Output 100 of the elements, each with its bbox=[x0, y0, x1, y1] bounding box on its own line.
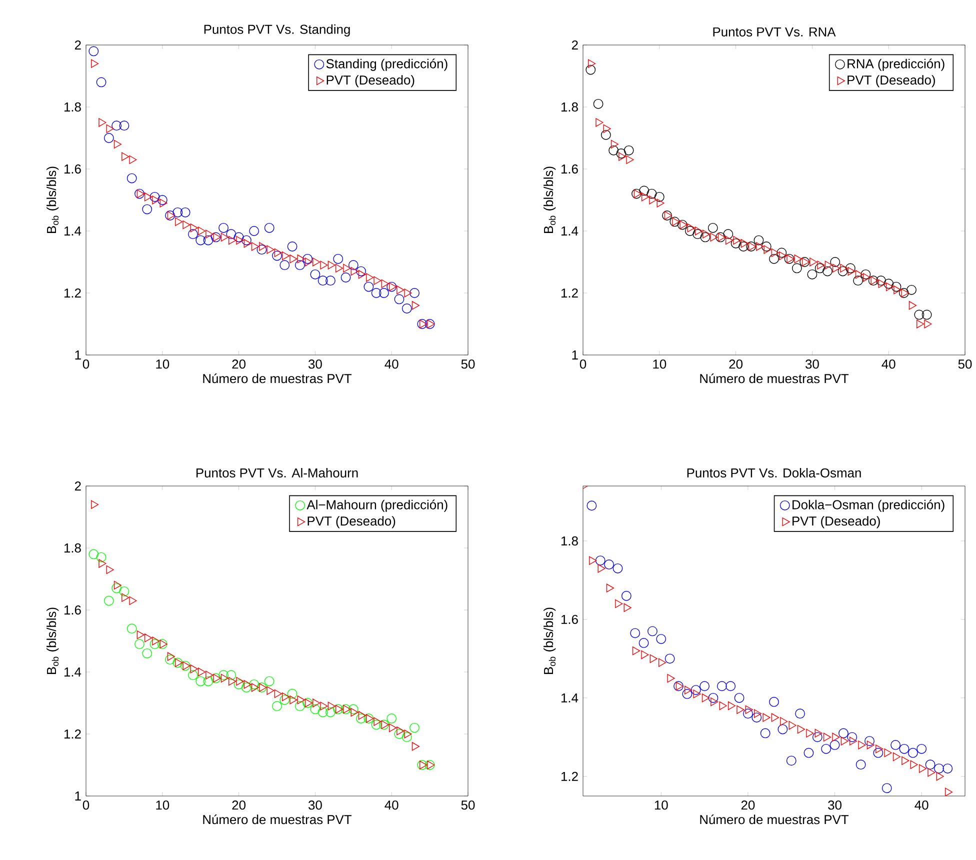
point bbox=[302, 254, 313, 264]
point bbox=[586, 64, 596, 75]
y-tick-label: 1.8 bbox=[64, 543, 81, 553]
point bbox=[287, 688, 298, 699]
point bbox=[864, 736, 874, 746]
point bbox=[702, 230, 710, 238]
y-tick-label: 1.2 bbox=[561, 288, 578, 298]
point bbox=[90, 500, 99, 509]
point bbox=[794, 254, 802, 264]
point bbox=[404, 730, 412, 738]
point bbox=[612, 563, 623, 574]
point bbox=[771, 248, 779, 258]
point bbox=[928, 768, 936, 777]
point bbox=[618, 152, 626, 161]
point bbox=[680, 220, 688, 230]
point bbox=[119, 120, 130, 131]
x-tick-label: 30 bbox=[308, 800, 322, 810]
point bbox=[892, 752, 900, 762]
point bbox=[804, 748, 814, 758]
point bbox=[328, 260, 336, 270]
y-axis-title: B$_{ob}$ (bls/bls) bbox=[544, 166, 556, 234]
y-axis-title: B$_{ob}$ (bls/bls) bbox=[544, 608, 556, 674]
point bbox=[114, 140, 122, 149]
point bbox=[924, 320, 932, 328]
point bbox=[343, 264, 351, 273]
point bbox=[873, 748, 884, 758]
point bbox=[795, 708, 805, 719]
point bbox=[96, 552, 106, 562]
point bbox=[728, 701, 736, 710]
point bbox=[417, 319, 428, 329]
point bbox=[589, 556, 597, 565]
point bbox=[190, 224, 198, 232]
point bbox=[182, 220, 190, 230]
point bbox=[648, 626, 658, 636]
y-tick-label: 2 bbox=[74, 40, 81, 50]
point bbox=[249, 679, 260, 690]
point bbox=[736, 705, 744, 714]
point bbox=[126, 624, 137, 634]
point bbox=[719, 701, 727, 710]
y-tick-label: 1.4 bbox=[561, 693, 578, 702]
point bbox=[280, 260, 290, 270]
point bbox=[764, 245, 772, 254]
point bbox=[812, 732, 822, 742]
x-tick-label: 0 bbox=[580, 360, 586, 369]
point bbox=[167, 652, 175, 661]
point bbox=[274, 689, 282, 698]
y-tick-label: 1.6 bbox=[561, 164, 578, 174]
point bbox=[196, 235, 206, 246]
x-tick-label: 40 bbox=[384, 800, 398, 810]
x-tick-label: 20 bbox=[232, 360, 246, 369]
point bbox=[220, 674, 228, 683]
point bbox=[272, 701, 282, 712]
y-tick-label: 1.2 bbox=[561, 772, 578, 781]
point bbox=[621, 590, 632, 601]
point bbox=[884, 748, 892, 758]
point bbox=[610, 140, 619, 149]
point bbox=[172, 658, 183, 668]
point bbox=[866, 740, 874, 750]
y-tick-label: 1.4 bbox=[561, 226, 578, 236]
point bbox=[196, 676, 206, 686]
legend-label: Al−Mahourn (predicción) bbox=[306, 500, 448, 512]
point bbox=[198, 668, 206, 676]
point bbox=[106, 565, 114, 574]
chart-title: Puntos PVT Vs. Al-Mahourn bbox=[196, 468, 358, 478]
point bbox=[898, 288, 909, 298]
point bbox=[788, 721, 796, 730]
point bbox=[682, 689, 692, 699]
point bbox=[366, 273, 374, 282]
point bbox=[870, 276, 878, 285]
point bbox=[374, 717, 382, 726]
point bbox=[734, 692, 744, 703]
point bbox=[126, 173, 137, 184]
point bbox=[188, 670, 198, 680]
point bbox=[641, 650, 649, 660]
point bbox=[616, 148, 626, 158]
point bbox=[624, 145, 634, 156]
point bbox=[884, 278, 894, 289]
point bbox=[122, 593, 130, 602]
point bbox=[740, 239, 748, 248]
x-axis-title: Número de muestras PVT bbox=[203, 814, 352, 824]
point bbox=[792, 263, 802, 274]
point bbox=[320, 702, 328, 710]
point bbox=[658, 658, 666, 667]
point bbox=[157, 195, 168, 205]
x-tick-label: 40 bbox=[882, 360, 896, 369]
point bbox=[797, 724, 805, 734]
point bbox=[824, 260, 832, 270]
point bbox=[356, 714, 366, 724]
point bbox=[890, 740, 900, 750]
y-tick-label: 1.4 bbox=[64, 668, 82, 676]
point bbox=[810, 258, 818, 266]
point bbox=[150, 192, 160, 202]
y-tick-label: 2 bbox=[572, 40, 578, 50]
point bbox=[410, 722, 420, 733]
point bbox=[358, 270, 366, 279]
point bbox=[806, 728, 814, 738]
point bbox=[894, 286, 902, 294]
point bbox=[310, 269, 320, 280]
point bbox=[420, 320, 428, 328]
point bbox=[340, 704, 351, 714]
